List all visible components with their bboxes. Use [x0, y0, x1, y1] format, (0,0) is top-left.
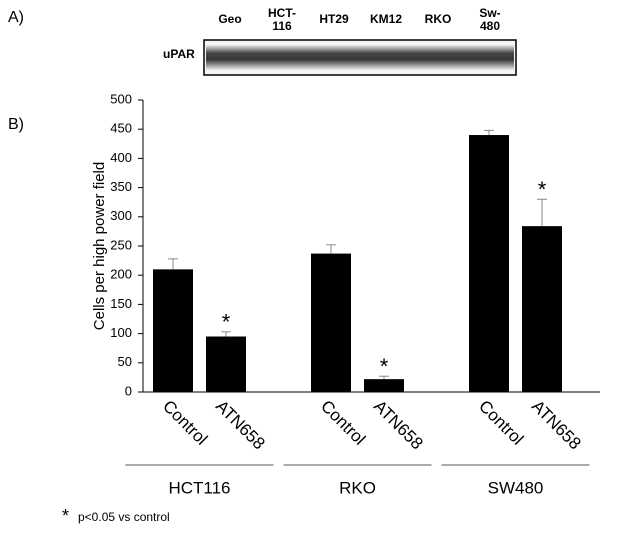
lane-label: KM12 — [370, 12, 402, 26]
lane-label: RKO — [425, 12, 452, 26]
lane-label: Sw- — [479, 6, 500, 20]
y-tick-label: 450 — [110, 121, 132, 136]
significance-mark: * — [538, 177, 547, 202]
bar — [364, 379, 404, 392]
significance-mark: * — [222, 310, 231, 335]
x-tick-label: Control — [317, 397, 369, 449]
x-tick-label: ATN658 — [212, 397, 269, 454]
y-tick-label: 400 — [110, 150, 132, 165]
row-label: uPAR — [163, 47, 195, 61]
y-tick-label: 50 — [118, 354, 132, 369]
bar — [153, 269, 193, 392]
bar — [522, 226, 562, 392]
significance-mark: * — [380, 354, 389, 379]
y-axis-label: Cells per high power field — [91, 162, 108, 330]
y-tick-label: 250 — [110, 237, 132, 252]
lane-label: Geo — [218, 12, 241, 26]
lane-label: 480 — [480, 19, 500, 33]
lane-label: HCT- — [268, 6, 296, 20]
bar — [311, 253, 351, 392]
y-tick-label: 100 — [110, 325, 132, 340]
y-tick-label: 500 — [110, 91, 132, 106]
x-tick-label: ATN658 — [370, 397, 427, 454]
group-label: SW480 — [488, 478, 544, 497]
bar — [469, 135, 509, 393]
y-tick-label: 200 — [110, 267, 132, 282]
lane-label: HT29 — [319, 12, 349, 26]
lane-label: 116 — [272, 19, 292, 33]
y-tick-label: 350 — [110, 179, 132, 194]
footnote: p<0.05 vs control — [78, 510, 170, 524]
y-tick-label: 0 — [125, 383, 132, 398]
panel-label: A) — [8, 9, 24, 26]
y-tick-label: 150 — [110, 296, 132, 311]
x-tick-label: Control — [159, 397, 211, 449]
y-tick-label: 300 — [110, 208, 132, 223]
x-tick-label: ATN658 — [528, 397, 585, 454]
blot — [203, 39, 517, 76]
footnote-symbol: * — [62, 506, 69, 526]
group-label: RKO — [339, 478, 376, 497]
bar — [206, 336, 246, 392]
panel-label: B) — [8, 116, 24, 133]
x-tick-label: Control — [475, 397, 527, 449]
group-label: HCT116 — [168, 478, 230, 497]
